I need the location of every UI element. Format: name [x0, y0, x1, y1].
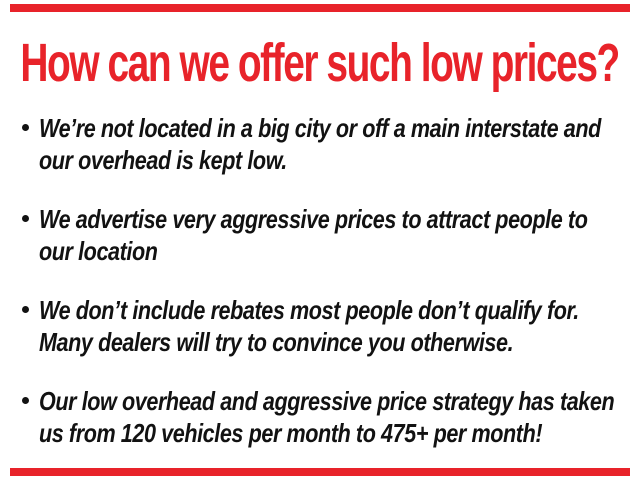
bullet-text: Our low overhead and aggressive price st…	[39, 385, 615, 449]
bullet-text: We don’t include rebates most people don…	[39, 294, 579, 358]
bullet-line: We advertise very aggressive prices to a…	[39, 204, 588, 234]
bullet-line: We’re not located in a big city or off a…	[39, 113, 601, 143]
bullet-item: We advertise very aggressive prices to a…	[22, 203, 634, 267]
bullet-text: We advertise very aggressive prices to a…	[39, 203, 588, 267]
bullet-line: our overhead is kept low.	[39, 145, 287, 175]
bullet-line: Our low overhead and aggressive price st…	[39, 386, 615, 416]
bullet-item: Our low overhead and aggressive price st…	[22, 385, 634, 449]
bullet-dot-icon	[22, 397, 29, 404]
bullet-dot-icon	[22, 306, 29, 313]
bullet-line: our location	[39, 236, 158, 266]
top-accent-bar	[10, 4, 630, 12]
page-title: How can we offer such low prices?	[20, 33, 621, 93]
bottom-accent-bar	[10, 468, 630, 476]
title-area: How can we offer such low prices?	[0, 26, 640, 100]
bullet-text: We’re not located in a big city or off a…	[39, 112, 601, 176]
bullet-line: We don’t include rebates most people don…	[39, 295, 579, 325]
bullet-item: We’re not located in a big city or off a…	[22, 112, 634, 176]
bullet-list: We’re not located in a big city or off a…	[22, 112, 634, 476]
bullet-dot-icon	[22, 124, 29, 131]
bullet-line: Many dealers will try to convince you ot…	[39, 327, 514, 357]
bullet-line: us from 120 vehicles per month to 475+ p…	[39, 418, 543, 448]
bullet-dot-icon	[22, 215, 29, 222]
bullet-item: We don’t include rebates most people don…	[22, 294, 634, 358]
